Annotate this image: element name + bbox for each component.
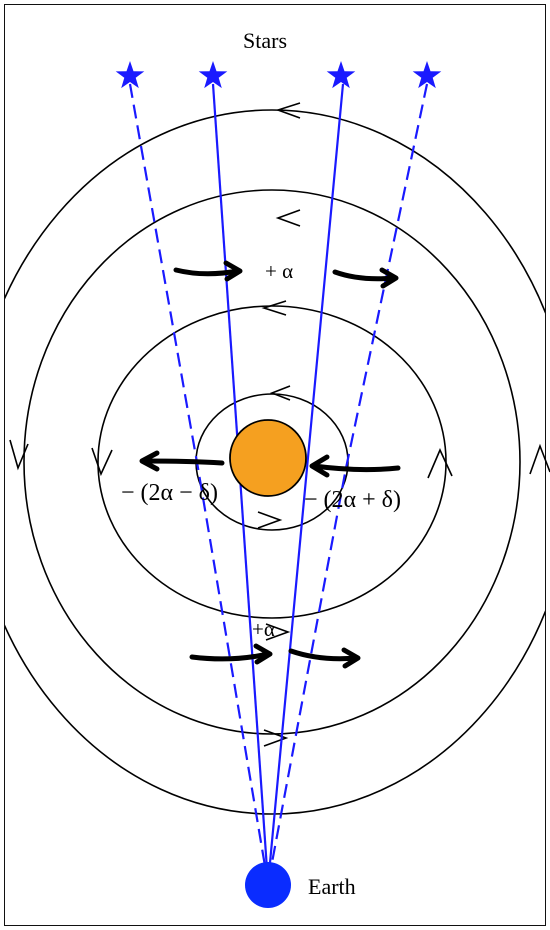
arrow-head — [379, 267, 399, 289]
ray-dashed-left — [128, 83, 270, 885]
stars-label: Stars — [243, 28, 287, 53]
alpha-label-bottom: +α — [252, 617, 275, 641]
arrow-head — [309, 454, 330, 478]
arrow-left-icon — [311, 463, 401, 473]
bold-arrows — [139, 260, 401, 669]
chevron-right-icon — [257, 511, 283, 529]
arrow-left-icon — [140, 458, 225, 466]
arrow-head — [253, 643, 273, 665]
orbit-outer — [5, 109, 545, 815]
earth-circle — [245, 862, 291, 908]
alpha-label-top: + α — [265, 259, 293, 283]
chevron-left-icon — [261, 300, 287, 316]
orbit-middle — [23, 189, 521, 735]
arrow-head — [223, 260, 243, 282]
chevron-up-icon — [427, 448, 453, 479]
arrow-right-icon — [189, 651, 271, 662]
arrow-right-icon — [288, 648, 359, 662]
ray-solid-right — [266, 83, 345, 885]
earth-label: Earth — [308, 874, 356, 899]
arrow-right-icon — [332, 269, 397, 282]
arrow-head — [139, 450, 160, 472]
chevron-down-icon — [91, 447, 113, 477]
chevron-right-icon — [263, 729, 289, 747]
chevron-left-icon — [275, 209, 301, 227]
star-icon — [115, 61, 145, 89]
arrow-right-icon — [173, 267, 241, 277]
ray-dashed-right — [266, 83, 429, 885]
chevron-up-icon — [529, 443, 550, 475]
star-icon — [412, 61, 442, 89]
sun-circle — [229, 419, 307, 497]
stars-group — [115, 61, 442, 89]
right-deflection-label: − (2α + δ) — [304, 487, 401, 513]
chevron-down-icon — [9, 439, 29, 471]
orbits-group — [5, 109, 545, 815]
chevron-left-icon — [275, 102, 301, 119]
arrow-head — [341, 647, 361, 669]
star-icon — [198, 61, 228, 89]
star-icon — [326, 61, 356, 89]
left-deflection-label: − (2α − δ) — [121, 480, 218, 506]
chevron-right-icon — [265, 623, 291, 641]
chevron-left-icon — [269, 385, 291, 401]
